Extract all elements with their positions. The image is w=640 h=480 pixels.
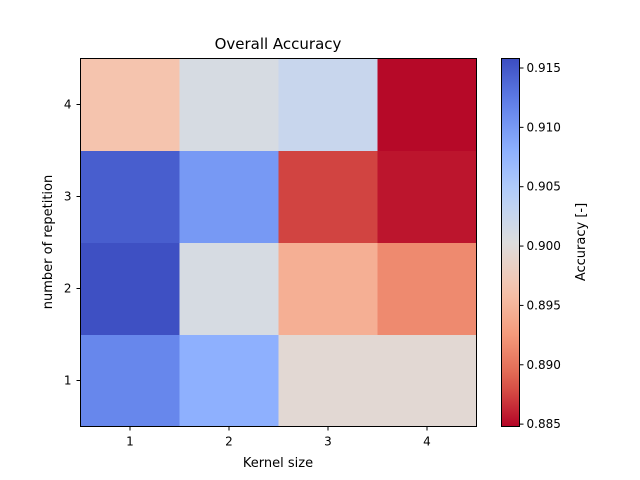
colorbar-tick-label: 0.900 (527, 239, 561, 253)
heatmap-cell (80, 242, 180, 335)
colorbar-tick-label: 0.905 (527, 180, 561, 194)
x-tick-label: 2 (225, 435, 233, 449)
x-tick-label: 3 (324, 435, 332, 449)
heatmap-cell (80, 334, 180, 427)
y-axis-ticks: 1 2 3 4 (64, 98, 81, 388)
chart-title: Overall Accuracy (215, 35, 342, 53)
colorbar-tick-label: 0.910 (527, 120, 561, 134)
colorbar-tick-label: 0.895 (527, 298, 561, 312)
colorbar-tick-label: 0.885 (527, 417, 561, 431)
colorbar (501, 58, 520, 427)
heatmap-cell (179, 242, 279, 335)
x-tick-label: 1 (126, 435, 134, 449)
x-tick-label: 4 (423, 435, 431, 449)
heatmap-cell (377, 242, 477, 335)
colorbar-ticks: 0.885 0.890 0.895 0.900 0.905 0.910 0.915 (519, 61, 561, 431)
heatmap-cell (80, 150, 180, 243)
heatmap-cell (278, 334, 378, 427)
y-tick-label: 4 (64, 98, 72, 112)
plot-frame (80, 58, 477, 427)
heatmap-cell (179, 58, 279, 151)
x-axis-ticks: 1 2 3 4 (126, 426, 431, 449)
y-axis-label: number of repetition (41, 175, 56, 309)
y-tick-label: 3 (64, 190, 72, 204)
colorbar-tick-label: 0.915 (527, 61, 561, 75)
y-tick-label: 1 (64, 374, 72, 388)
heatmap-cell (278, 242, 378, 335)
heatmap-cell (80, 58, 180, 151)
heatmap-cell (179, 334, 279, 427)
colorbar-label: Accuracy [-] (574, 203, 589, 281)
heatmap-cell (179, 150, 279, 243)
y-tick-label: 2 (64, 282, 72, 296)
heatmap-cell (377, 58, 477, 151)
heatmap-cell (278, 58, 378, 151)
heatmap-cell (278, 150, 378, 243)
heatmap-cells (80, 58, 477, 427)
x-axis-label: Kernel size (243, 456, 313, 471)
heatmap-cell (377, 334, 477, 427)
colorbar-tick-label: 0.890 (527, 358, 561, 372)
heatmap-cell (377, 150, 477, 243)
